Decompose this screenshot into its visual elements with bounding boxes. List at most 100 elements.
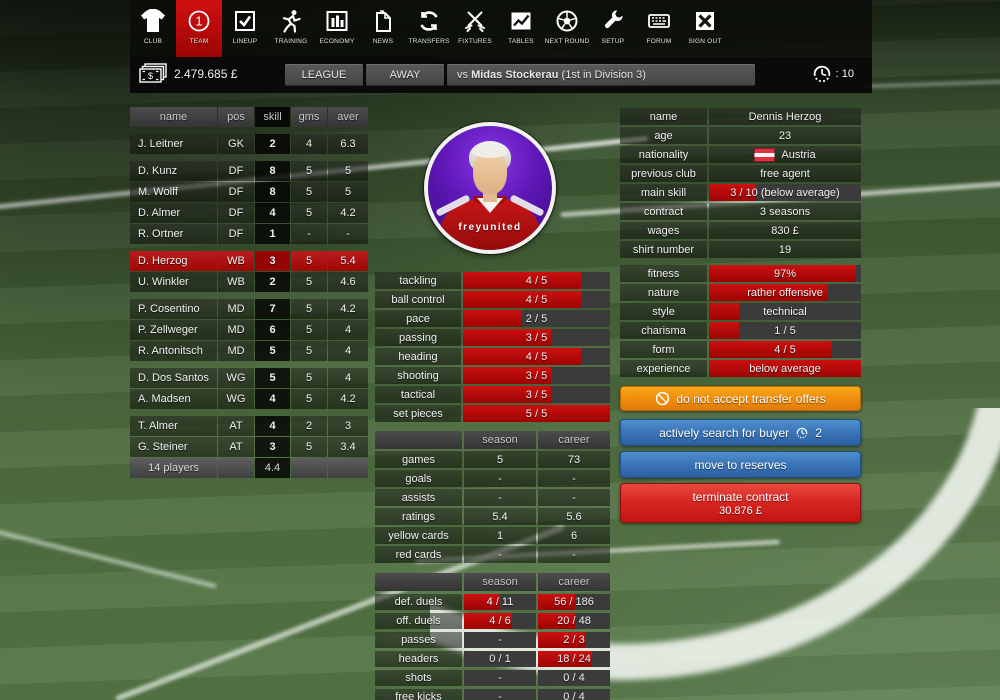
stat-row: games 5 73	[375, 451, 610, 468]
stat-career: 18 / 24	[557, 653, 591, 665]
nav-item-forum[interactable]: FORUM	[636, 0, 682, 57]
profile-row: nationality Austria	[620, 146, 861, 163]
nav-item-tables[interactable]: TABLES	[498, 0, 544, 57]
column-header-aver: aver	[328, 107, 368, 127]
stat-bar: 0 / 4	[538, 689, 610, 700]
crossed-swords-icon	[463, 7, 487, 35]
stat-career: 5.6	[538, 508, 610, 525]
cell-aver: 6.3	[328, 134, 368, 154]
stat-career: -	[538, 470, 610, 487]
attribute-bar: 97%	[709, 265, 861, 282]
player-row[interactable]: A. Madsen WG 4 5 4.2	[130, 389, 368, 409]
attribute-label: style	[620, 303, 707, 320]
button-label: actively search for buyer	[659, 425, 790, 440]
stat-label: passes	[375, 632, 462, 648]
skill-bar: 4 / 5	[463, 348, 610, 365]
button-label: move to reserves	[694, 457, 787, 472]
player-row[interactable]: R. Ortner DF 1- -	[130, 224, 368, 244]
cell-skill: 1	[255, 224, 290, 244]
stat-label: games	[375, 451, 462, 468]
column-header-career: career	[538, 573, 610, 591]
nav-item-news[interactable]: NEWS	[360, 0, 406, 57]
nav-item-fixtures[interactable]: FIXTURES	[452, 0, 498, 57]
terminate-contract-button[interactable]: terminate contract 30.876 £	[620, 483, 861, 523]
skill-bar: 3 / 5	[463, 329, 610, 346]
attribute-value: 1 / 5	[774, 324, 796, 337]
nav-item-team[interactable]: 1 TEAM	[176, 0, 222, 57]
nav-item-transfers[interactable]: TRANSFERS	[406, 0, 452, 57]
player-row[interactable]: D. Dos Santos WG 5 5 4	[130, 368, 368, 388]
attribute-row: style technical	[620, 303, 861, 320]
nav-item-training[interactable]: TRAINING	[268, 0, 314, 57]
column-header-name: name	[130, 107, 217, 127]
column-header-season: season	[464, 573, 536, 591]
player-row[interactable]: R. Antonitsch MD 5 5 4	[130, 341, 368, 361]
next-match-info[interactable]: vs Midas Stockerau (1st in Division 3)	[447, 64, 755, 86]
nav-item-lineup[interactable]: LINEUP	[222, 0, 268, 57]
bar-fill	[709, 341, 831, 358]
terminate-fee: 30.876 £	[719, 504, 762, 517]
cycle-arrows-icon	[417, 7, 441, 35]
main-skill-value: 3 / 10 (below average)	[730, 186, 840, 199]
move-to-reserves-button[interactable]: move to reserves	[620, 451, 861, 478]
attribute-label: nature	[620, 284, 707, 301]
cell-name: T. Almer	[130, 416, 217, 436]
attribute-row: experience below average	[620, 360, 861, 377]
attribute-value: technical	[763, 305, 807, 318]
cell-skill: 5	[255, 341, 290, 361]
nav-item-economy[interactable]: ECONOMY	[314, 0, 360, 57]
no-entry-icon	[655, 391, 670, 406]
player-row[interactable]: P. Zellweger MD 6 5 4	[130, 320, 368, 340]
skill-row: ball control 4 / 5	[375, 291, 610, 308]
league-button[interactable]: LEAGUE	[285, 64, 363, 86]
nav-label: TRANSFERS	[408, 38, 450, 45]
player-row[interactable]: J. Leitner GK 2 4 6.3	[130, 134, 368, 154]
bar-fill	[538, 594, 576, 610]
away-button[interactable]: AWAY	[366, 64, 444, 86]
profile-label: age	[620, 127, 707, 144]
nav-item-sign-out[interactable]: SIGN OUT	[682, 0, 728, 57]
profile-row: previous club free agent	[620, 165, 861, 182]
cell-pos: WG	[218, 389, 254, 409]
no-transfer-offers-button[interactable]: do not accept transfer offers	[620, 386, 861, 411]
search-buyer-button[interactable]: actively search for buyer 2	[620, 419, 861, 446]
profile-label: shirt number	[620, 241, 707, 258]
column-header-career: career	[538, 431, 610, 449]
player-row[interactable]: G. Steiner AT 3 5 3.4	[130, 437, 368, 457]
skill-value: 4 / 5	[525, 350, 548, 363]
stat-bar: 0 / 4	[538, 670, 610, 686]
player-row-selected[interactable]: D. Herzog WB 3 5 5.4	[130, 251, 368, 271]
player-row[interactable]: T. Almer AT 4 2 3	[130, 416, 368, 436]
header-spacer	[375, 573, 462, 591]
skill-row: heading 4 / 5	[375, 348, 610, 365]
skill-bar: 3 / 5	[463, 386, 610, 403]
column-header-pos: pos	[218, 107, 254, 127]
nav-item-setup[interactable]: SETUP	[590, 0, 636, 57]
cell-aver: 3.4	[328, 437, 368, 457]
cell-aver: 4	[328, 320, 368, 340]
match-detail: (1st in Division 3)	[561, 69, 646, 81]
cell-gms: 5	[291, 437, 327, 457]
player-row[interactable]: D. Almer DF 4 5 4.2	[130, 203, 368, 223]
bar-fill	[709, 360, 861, 377]
player-row[interactable]: P. Cosentino MD 7 5 4.2	[130, 299, 368, 319]
profile-row: wages 830 £	[620, 222, 861, 239]
player-profile-panel: name Dennis Herzog age 23 nationality Austr…	[620, 108, 861, 260]
nav-item-club[interactable]: CLUB	[130, 0, 176, 57]
player-row[interactable]: D. Kunz DF 8 5 5	[130, 161, 368, 181]
column-header-skill: skill	[255, 107, 290, 127]
player-row[interactable]: M. Wolff DF 8 5 5	[130, 182, 368, 202]
stat-season: 5	[464, 451, 536, 468]
bar-chart-icon	[325, 7, 349, 35]
nav-item-next-round[interactable]: NEXT ROUND	[544, 0, 590, 57]
player-row[interactable]: U. Winkler WB 2 5 4.6	[130, 272, 368, 292]
skill-bar: 4 / 5	[463, 272, 610, 289]
cell-aver: 4.2	[328, 203, 368, 223]
cell-gms: 2	[291, 416, 327, 436]
skill-bar: 5 / 5	[463, 405, 610, 422]
runner-icon	[279, 7, 303, 35]
cell-name: J. Leitner	[130, 134, 217, 154]
field-line-top-right	[861, 79, 1000, 89]
cell-name: D. Almer	[130, 203, 217, 223]
